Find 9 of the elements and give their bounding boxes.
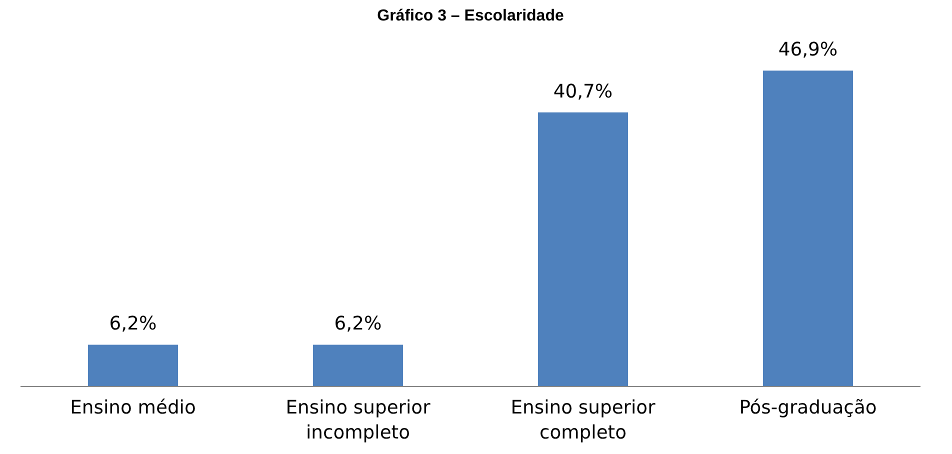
chart-title: Gráfico 3 – Escolaridade [377,8,564,24]
x-tick-label: Ensino médio [70,398,196,418]
x-tick-label: Pós-graduação [739,398,877,418]
data-label: 46,9% [778,40,838,61]
data-label: 40,7% [553,81,613,102]
data-label: 6,2% [334,314,382,335]
data-label: 6,2% [109,314,157,335]
x-tick-label: Ensino superior incompleto [286,398,431,444]
x-tick-label: Ensino superior completo [510,398,656,444]
